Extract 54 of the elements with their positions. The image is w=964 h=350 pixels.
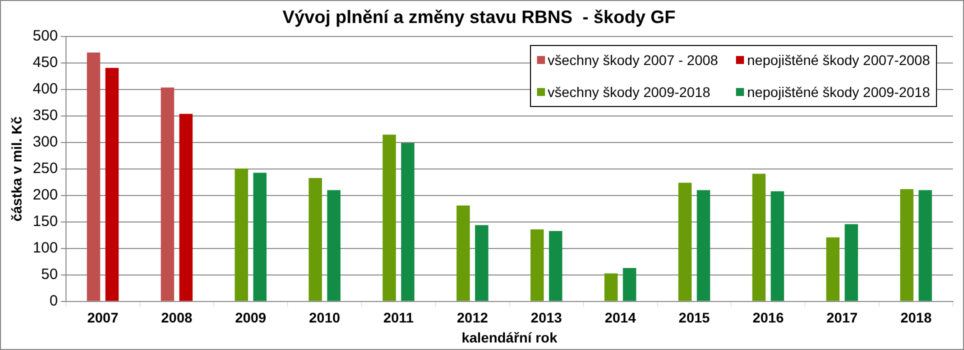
bar: [86, 52, 100, 301]
bar: [918, 190, 932, 301]
legend-label: nepojištěné škody 2009-2018: [746, 84, 930, 100]
legend-label: nepojištěné škody 2007-2008: [746, 52, 930, 68]
bar: [179, 114, 193, 301]
bar: [382, 134, 396, 301]
x-tick-label: 2014: [604, 310, 636, 326]
bar: [844, 224, 858, 301]
x-tick-label: 2012: [456, 310, 488, 326]
bar: [622, 268, 636, 301]
y-tick-label: 150: [32, 213, 58, 230]
bar: [604, 273, 618, 301]
y-tick-label: 300: [32, 134, 58, 151]
x-tick-label: 2018: [900, 310, 932, 326]
bar: [900, 189, 914, 301]
bar: [308, 178, 322, 301]
y-tick-label: 500: [32, 28, 58, 45]
bar: [253, 172, 267, 301]
bar: [770, 191, 784, 301]
bar: [475, 225, 488, 301]
legend-label: všechny škody 2009-2018: [546, 84, 712, 100]
x-tick-label: 2016: [752, 310, 784, 326]
bar: [826, 237, 840, 301]
x-tick-label: 2010: [309, 310, 340, 326]
bar: [401, 143, 414, 301]
x-axis-title: kalendářní rok: [462, 329, 558, 346]
bar: [752, 174, 766, 301]
bar: [160, 87, 174, 301]
x-tick-label: 2008: [161, 310, 193, 326]
bar: [234, 168, 248, 301]
y-tick-label: 450: [32, 54, 58, 72]
y-tick-label: 50: [41, 266, 58, 284]
y-tick-label: 250: [32, 160, 58, 178]
x-tick-label: 2015: [678, 310, 710, 326]
y-tick-label: 350: [32, 107, 58, 124]
x-tick-label: 2007: [87, 310, 119, 326]
legend-label: všechny škody 2007 - 2008: [546, 52, 718, 68]
x-tick-label: 2011: [383, 310, 414, 326]
x-tick-label: 2013: [530, 310, 562, 326]
bar: [696, 190, 710, 301]
bar: [548, 230, 562, 301]
y-axis-title: částka v mil. Kč: [8, 116, 24, 222]
y-tick-label: 200: [32, 186, 58, 204]
bar: [678, 182, 692, 301]
x-tick-label: 2009: [235, 310, 266, 326]
bar: [105, 68, 119, 301]
bar: [456, 206, 470, 301]
y-tick-label: 0: [49, 292, 58, 310]
y-tick-label: 400: [32, 80, 58, 98]
bar: [327, 190, 340, 301]
bar: [530, 229, 544, 301]
y-tick-label: 100: [32, 240, 58, 257]
chart-title: Vývoj plnění a změny stavu RBNS - škody GF: [282, 6, 676, 27]
x-tick-label: 2017: [826, 310, 858, 326]
